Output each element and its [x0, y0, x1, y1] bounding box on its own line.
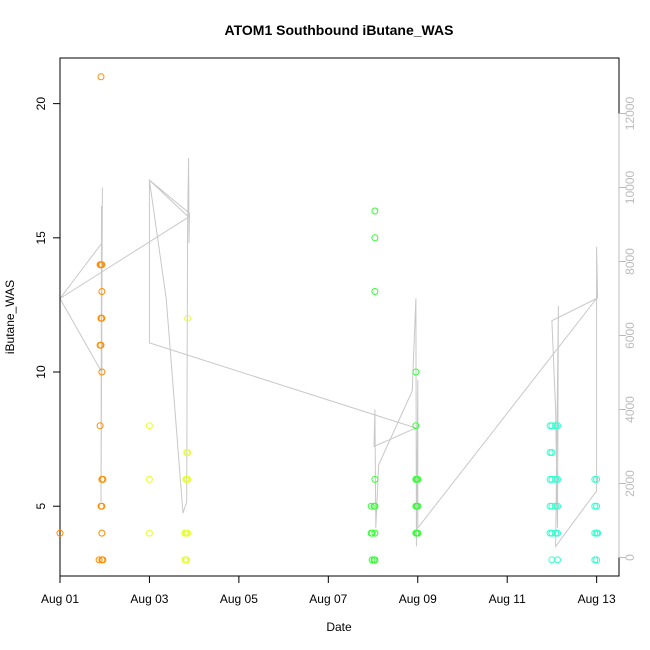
data-point	[372, 235, 378, 241]
data-point	[372, 289, 378, 295]
x-tick-label: Aug 05	[220, 592, 258, 606]
x-axis: Aug 01 Aug 03 Aug 05 Aug 07 Aug 09 Aug 11 Aug …	[41, 576, 616, 606]
y2-tick-label: 8000	[623, 248, 637, 275]
x-tick-label: Aug 07	[309, 592, 347, 606]
y2-axis: 0 2000 4000 6000 8000 10000 12000	[619, 96, 637, 560]
y2-tick-label: 10000	[623, 170, 637, 204]
y-tick-label: 15	[34, 231, 48, 245]
data-point	[99, 530, 105, 536]
y2-tick-label: 2000	[623, 470, 637, 497]
y-tick-label: 20	[34, 97, 48, 111]
x-tick-label: Aug 11	[489, 592, 526, 606]
data-point	[372, 208, 378, 214]
y2-tick-label: 0	[623, 554, 637, 561]
y2-tick-label: 4000	[623, 396, 637, 423]
chart-title: ATOM1 Southbound iButane_WAS	[225, 22, 454, 38]
y2-tick-label: 6000	[623, 322, 637, 349]
points-layer	[57, 74, 601, 563]
altitude-trace-line	[60, 158, 598, 547]
y-axis: 5 10 15 20	[34, 97, 60, 510]
y-axis-label: iButane_WAS	[3, 280, 17, 354]
altitude-trace-layer	[60, 158, 598, 547]
y2-tick-label: 12000	[623, 96, 637, 130]
data-point	[97, 423, 103, 429]
data-point	[146, 530, 152, 536]
x-axis-label: Date	[326, 620, 352, 634]
y-tick-label: 10	[34, 365, 48, 379]
data-point	[98, 74, 104, 80]
x-tick-label: Aug 01	[41, 592, 79, 606]
x-tick-label: Aug 03	[130, 592, 168, 606]
data-point	[146, 476, 152, 482]
data-point	[146, 423, 152, 429]
data-point	[372, 476, 378, 482]
plot-frame	[60, 58, 619, 576]
y-tick-label: 5	[34, 503, 48, 510]
x-tick-label: Aug 13	[578, 592, 616, 606]
x-tick-label: Aug 09	[399, 592, 437, 606]
